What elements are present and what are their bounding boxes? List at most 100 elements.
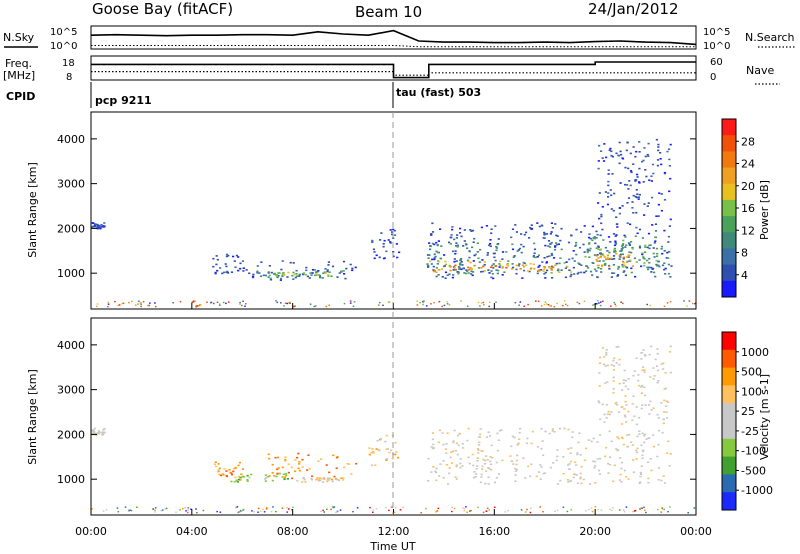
power-cell xyxy=(650,271,653,273)
power-cell xyxy=(434,255,437,258)
power-cell xyxy=(634,235,637,237)
power-cell xyxy=(308,277,311,279)
velocity-cell xyxy=(343,466,346,469)
power-colorbar-step xyxy=(722,264,736,282)
power-cell xyxy=(226,271,229,274)
power-cell xyxy=(638,228,642,231)
power-cell xyxy=(496,272,499,275)
power-cell xyxy=(214,272,217,275)
power-cell xyxy=(277,275,280,277)
velocity-cell xyxy=(633,370,636,372)
velocity-cell xyxy=(129,509,131,511)
velocity-cell xyxy=(320,458,323,460)
power-cell xyxy=(318,274,321,277)
power-cell xyxy=(519,301,522,303)
velocity-cell xyxy=(390,506,393,508)
power-cell xyxy=(641,252,644,255)
power-cell xyxy=(514,224,517,226)
power-colorbar-label: 4 xyxy=(741,269,748,282)
velocity-cell xyxy=(323,478,326,480)
velocity-cell xyxy=(463,510,466,512)
power-cell xyxy=(281,260,284,262)
power-cell xyxy=(437,274,440,276)
velocity-cell xyxy=(478,444,481,446)
velocity-cell xyxy=(664,387,667,390)
power-cell xyxy=(448,273,451,276)
power-cell xyxy=(557,243,560,245)
velocity-cell xyxy=(643,369,646,371)
freq-panel: Freq. [MHz] 18 8 60 0 Nave xyxy=(3,55,780,85)
power-cell xyxy=(430,233,433,235)
velocity-cell xyxy=(613,365,616,367)
velocity-cell xyxy=(432,466,435,468)
power-cell xyxy=(446,303,449,305)
velocity-cell xyxy=(635,357,638,360)
power-cell xyxy=(435,241,438,244)
power-cell xyxy=(559,257,562,259)
power-cell xyxy=(575,241,578,244)
power-cell xyxy=(469,267,472,269)
velocity-cell xyxy=(336,478,339,481)
power-cell xyxy=(618,162,621,165)
power-cell xyxy=(311,272,314,274)
velocity-cell xyxy=(386,448,389,450)
power-cell xyxy=(326,270,329,273)
velocity-cell xyxy=(598,473,601,475)
velocity-cell xyxy=(662,368,665,370)
power-cell xyxy=(655,138,658,141)
velocity-cell xyxy=(598,385,601,387)
power-cell xyxy=(631,246,634,249)
power-cell xyxy=(511,266,515,269)
power-cell xyxy=(609,189,612,191)
power-cell xyxy=(466,247,469,249)
power-cell xyxy=(544,277,547,279)
power-cell xyxy=(269,278,273,281)
power-cell xyxy=(195,305,198,307)
power-cell xyxy=(453,260,456,263)
power-cell xyxy=(479,305,481,307)
power-cell xyxy=(632,146,635,148)
power-cell xyxy=(625,244,628,246)
power-cell xyxy=(647,232,651,235)
velocity-cell xyxy=(91,432,94,435)
velocity-cell xyxy=(310,478,313,481)
power-cell xyxy=(664,267,667,270)
velocity-cell xyxy=(334,478,338,480)
velocity-cell xyxy=(516,454,519,457)
power-cell xyxy=(614,303,616,305)
velocity-cell xyxy=(650,409,653,411)
power-cell xyxy=(396,256,399,259)
power-cell xyxy=(476,242,479,244)
velocity-cell xyxy=(669,506,671,508)
velocity-cell xyxy=(452,441,455,444)
power-cell xyxy=(521,264,524,266)
power-cell xyxy=(631,207,634,209)
power-cell xyxy=(615,234,618,236)
power-cell xyxy=(416,304,419,306)
power-cell xyxy=(429,260,432,263)
velocity-cell xyxy=(187,507,189,509)
power-cell xyxy=(476,251,479,253)
power-cell xyxy=(654,240,657,242)
power-cell xyxy=(660,163,663,166)
power-cell xyxy=(309,303,312,305)
velocity-cell xyxy=(370,464,374,466)
velocity-cell xyxy=(514,480,517,482)
power-cell xyxy=(385,250,388,253)
velocity-cell xyxy=(640,392,644,394)
power-cell xyxy=(221,272,224,275)
velocity-cell xyxy=(621,406,624,408)
power-cell xyxy=(435,267,438,269)
velocity-cell xyxy=(485,436,489,438)
power-cell xyxy=(392,251,395,253)
power-cell xyxy=(212,302,215,305)
power-cell xyxy=(650,175,653,177)
velocity-colorbar-step xyxy=(722,367,736,386)
power-cell xyxy=(546,255,549,258)
power-cell xyxy=(548,255,551,257)
velocity-cell xyxy=(669,453,672,455)
power-cell xyxy=(537,266,540,268)
velocity-cell xyxy=(490,444,493,447)
power-cell xyxy=(192,301,194,303)
power-cell xyxy=(492,263,495,265)
